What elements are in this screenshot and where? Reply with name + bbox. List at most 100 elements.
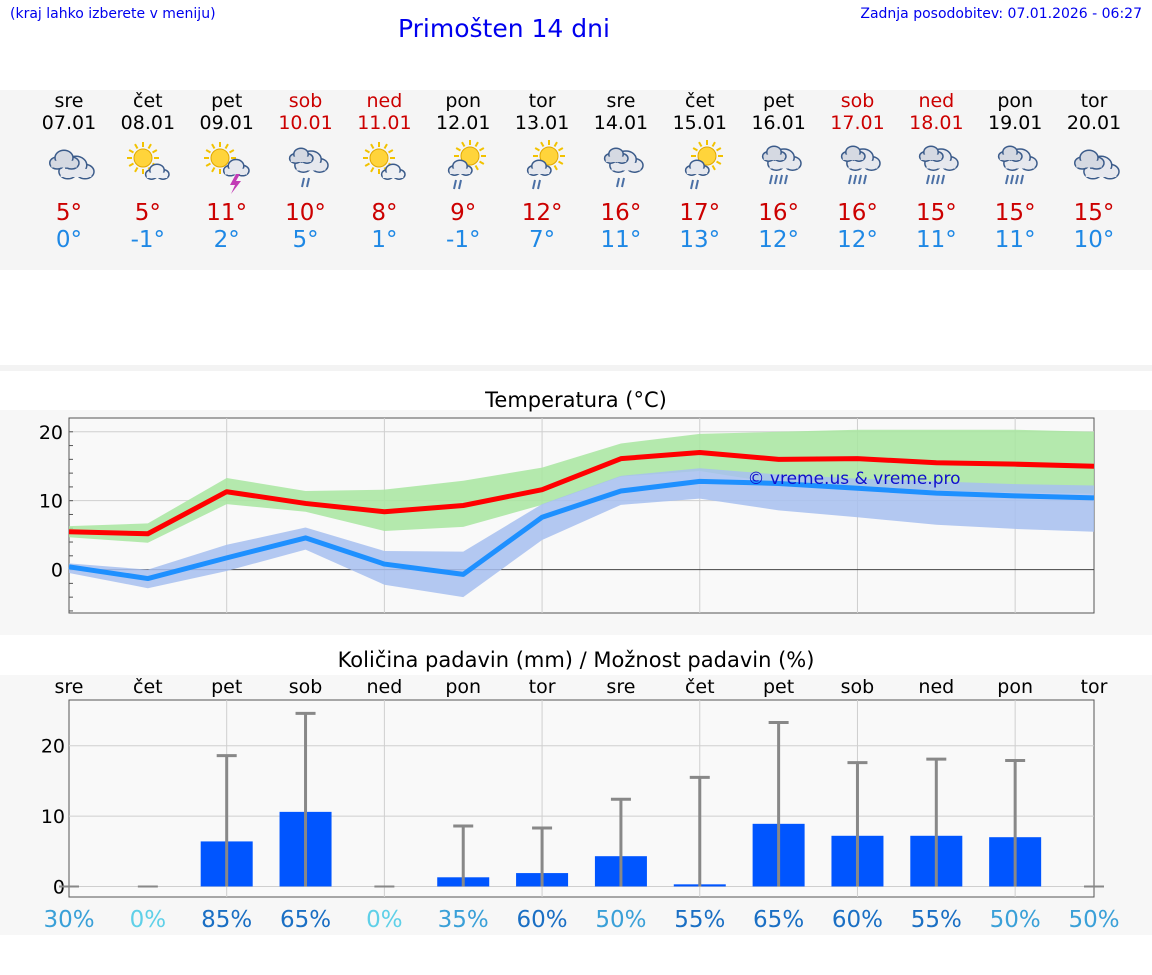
day-date: 13.01 bbox=[514, 112, 570, 134]
cloud-shape bbox=[49, 149, 80, 170]
day-name: pon bbox=[997, 90, 1034, 112]
day-name: sre bbox=[606, 90, 636, 112]
max-temp: 15° bbox=[994, 200, 1036, 226]
min-temp: 2° bbox=[213, 227, 240, 253]
category-label: pon bbox=[997, 676, 1033, 698]
rain-drops bbox=[1005, 174, 1025, 185]
day-date: 09.01 bbox=[199, 112, 254, 134]
max-temp: 5° bbox=[55, 200, 83, 226]
category-label: sob bbox=[289, 676, 323, 698]
precip-probability: 55% bbox=[911, 907, 962, 933]
lightning-bolt bbox=[229, 174, 241, 194]
precip-probability: 50% bbox=[1068, 907, 1119, 933]
cloud-shape bbox=[222, 158, 250, 177]
day-name: ned bbox=[366, 90, 403, 112]
precip-probability: 60% bbox=[517, 907, 568, 933]
category-label: pon bbox=[445, 676, 481, 698]
cloud-shape bbox=[761, 145, 787, 162]
sun-shape bbox=[203, 142, 236, 174]
day-date: 12.01 bbox=[436, 112, 491, 134]
y-tick-label: 10 bbox=[39, 491, 63, 513]
cloud-shape bbox=[144, 163, 170, 180]
category-label: pet bbox=[211, 676, 242, 698]
rain-drops bbox=[615, 177, 625, 188]
cloud-shape bbox=[381, 163, 407, 180]
y-tick-label: 10 bbox=[41, 806, 65, 828]
sun-cloud-rain-icon bbox=[448, 140, 487, 190]
max-temp: 11° bbox=[206, 200, 248, 226]
rain-drops bbox=[768, 174, 788, 185]
sun-cloud-rain-icon bbox=[684, 140, 723, 190]
cloud-heavy-rain-icon bbox=[840, 145, 881, 185]
cloud-rain-icon bbox=[603, 147, 644, 188]
rain-drops bbox=[453, 179, 463, 190]
cloud-shape bbox=[684, 159, 710, 176]
min-temp: 11° bbox=[600, 227, 642, 253]
precip-probability: 65% bbox=[280, 907, 331, 933]
min-temp: 13° bbox=[679, 227, 721, 253]
cloud-shape bbox=[448, 159, 473, 176]
min-temp: 7° bbox=[529, 227, 556, 253]
min-temp: 12° bbox=[837, 227, 878, 253]
cloudy-icon bbox=[1074, 149, 1120, 180]
rain-drops bbox=[847, 174, 867, 185]
min-temp: 12° bbox=[758, 227, 800, 253]
max-temp: 9° bbox=[450, 200, 477, 226]
cloud-shape bbox=[998, 145, 1023, 162]
max-temp: 16° bbox=[758, 200, 800, 226]
day-name: sob bbox=[288, 90, 323, 112]
precip-probability: 65% bbox=[753, 907, 804, 933]
cloud-shape bbox=[1074, 149, 1105, 170]
min-temp: 1° bbox=[371, 227, 398, 253]
max-temp: 5° bbox=[134, 200, 161, 226]
day-name: ned bbox=[918, 90, 955, 112]
day-name: tor bbox=[1080, 90, 1108, 112]
y-tick-label: 20 bbox=[39, 422, 63, 444]
separator bbox=[0, 365, 1152, 371]
category-label: sre bbox=[606, 676, 635, 698]
day-date: 10.01 bbox=[278, 112, 333, 134]
precip-probability: 60% bbox=[832, 907, 883, 933]
day-date: 19.01 bbox=[987, 112, 1043, 134]
sun-cloud-icon bbox=[363, 142, 407, 180]
min-temp: -1° bbox=[446, 227, 481, 253]
day-name: pet bbox=[763, 90, 795, 112]
day-date: 14.01 bbox=[593, 112, 649, 134]
cloudy-icon bbox=[49, 149, 95, 180]
day-date: 20.01 bbox=[1066, 112, 1122, 134]
y-tick-label: 20 bbox=[41, 736, 65, 758]
category-label: čet bbox=[133, 676, 163, 698]
precip-probability: 55% bbox=[674, 907, 725, 933]
max-temp: 15° bbox=[1073, 200, 1115, 226]
category-label: čet bbox=[685, 676, 715, 698]
last-updated: Zadnja posodobitev: 07.01.2026 - 06:27 bbox=[860, 6, 1142, 22]
day-date: 16.01 bbox=[751, 112, 806, 134]
category-label: pet bbox=[763, 676, 794, 698]
max-temp: 16° bbox=[600, 200, 642, 226]
precipitation-chart-title: Količina padavin (mm) / Možnost padavin … bbox=[337, 648, 815, 672]
y-tick-label: 0 bbox=[53, 876, 65, 898]
cloud-shape bbox=[526, 159, 552, 176]
min-temp: 0° bbox=[55, 227, 83, 253]
location-hint: (kraj lahko izberete v meniju) bbox=[10, 6, 216, 22]
cloud-shape bbox=[919, 145, 945, 162]
day-date: 11.01 bbox=[357, 112, 412, 134]
sun-shape bbox=[126, 142, 159, 174]
temperature-chart: 0 10 20 © vreme.us & vreme.pro bbox=[39, 417, 1095, 614]
max-temp: 17° bbox=[679, 200, 721, 226]
min-temp: 10° bbox=[1073, 227, 1115, 253]
max-temp: 8° bbox=[371, 200, 398, 226]
category-label: tor bbox=[1081, 676, 1108, 698]
max-temp: 16° bbox=[837, 200, 878, 226]
category-label: ned bbox=[366, 676, 402, 698]
precip-probability: 50% bbox=[595, 907, 646, 933]
cloud-heavy-rain-icon bbox=[761, 145, 802, 185]
sun-cloud-rain-icon bbox=[526, 140, 566, 190]
precip-probability: 0% bbox=[366, 907, 403, 933]
day-name: pon bbox=[445, 90, 482, 112]
cloud-rain-icon bbox=[288, 147, 329, 188]
max-temp: 15° bbox=[915, 200, 957, 226]
rain-drops bbox=[300, 177, 310, 188]
day-date: 15.01 bbox=[672, 112, 727, 134]
max-temp: 10° bbox=[285, 200, 326, 226]
